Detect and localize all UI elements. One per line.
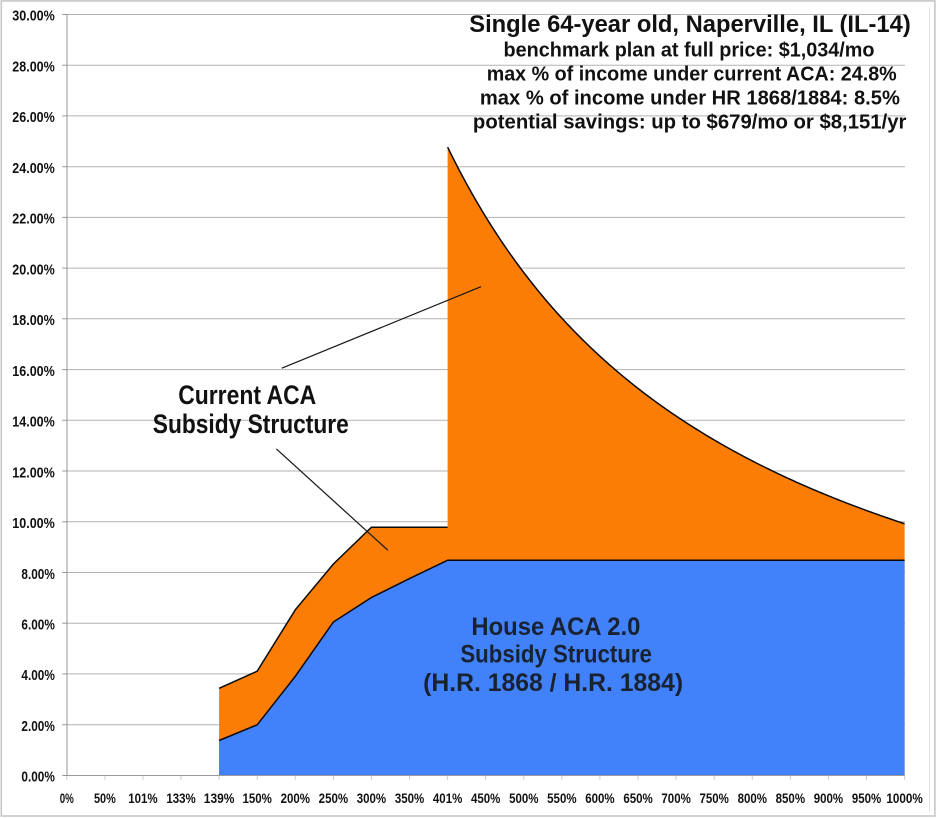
svg-text:Subsidy Structure: Subsidy Structure: [153, 409, 349, 439]
svg-text:benchmark plan at full price:: benchmark plan at full price: $1,034/mo: [504, 40, 875, 62]
svg-text:4.00%: 4.00%: [21, 668, 54, 684]
svg-text:Subsidy Structure: Subsidy Structure: [460, 640, 652, 668]
svg-text:22.00%: 22.00%: [12, 212, 55, 228]
svg-text:850%: 850%: [776, 790, 806, 806]
svg-text:16.00%: 16.00%: [12, 364, 55, 380]
svg-text:600%: 600%: [585, 790, 615, 806]
svg-text:10.00%: 10.00%: [12, 516, 55, 532]
svg-text:350%: 350%: [395, 790, 425, 806]
svg-text:potential savings: up to $679/: potential savings: up to $679/mo or $8,1…: [473, 112, 907, 134]
svg-text:50%: 50%: [94, 790, 116, 806]
svg-text:650%: 650%: [623, 790, 653, 806]
svg-text:2.00%: 2.00%: [21, 719, 54, 735]
svg-text:800%: 800%: [738, 790, 768, 806]
svg-text:450%: 450%: [471, 790, 501, 806]
svg-text:401%: 401%: [433, 790, 463, 806]
svg-text:950%: 950%: [852, 790, 882, 806]
svg-text:101%: 101%: [128, 790, 158, 806]
svg-text:26.00%: 26.00%: [12, 110, 55, 126]
svg-text:300%: 300%: [357, 790, 387, 806]
svg-text:28.00%: 28.00%: [12, 59, 55, 75]
svg-text:700%: 700%: [661, 790, 691, 806]
svg-text:6.00%: 6.00%: [21, 617, 54, 633]
svg-text:1000%: 1000%: [886, 790, 923, 806]
svg-text:24.00%: 24.00%: [12, 161, 55, 177]
svg-text:500%: 500%: [509, 790, 539, 806]
svg-text:max % of income under HR 1868/: max % of income under HR 1868/1884: 8.5%: [480, 88, 900, 110]
svg-text:30.00%: 30.00%: [12, 9, 55, 25]
svg-text:20.00%: 20.00%: [12, 262, 55, 278]
svg-text:139%: 139%: [204, 790, 235, 806]
svg-text:12.00%: 12.00%: [12, 465, 55, 481]
svg-text:8.00%: 8.00%: [21, 567, 54, 583]
svg-text:Current ACA: Current ACA: [178, 380, 316, 410]
svg-text:0%: 0%: [60, 790, 74, 806]
svg-text:150%: 150%: [243, 790, 273, 806]
svg-text:133%: 133%: [166, 790, 196, 806]
svg-text:0.00%: 0.00%: [21, 770, 54, 786]
svg-text:(H.R. 1868 / H.R. 1884): (H.R. 1868 / H.R. 1884): [423, 669, 683, 697]
svg-text:900%: 900%: [814, 790, 844, 806]
svg-text:14.00%: 14.00%: [12, 415, 55, 431]
svg-text:18.00%: 18.00%: [12, 313, 55, 329]
svg-text:750%: 750%: [699, 790, 729, 806]
svg-text:550%: 550%: [547, 790, 577, 806]
svg-text:max % of income under current: max % of income under current ACA: 24.8%: [487, 64, 897, 86]
svg-text:250%: 250%: [319, 790, 349, 806]
svg-text:House ACA 2.0: House ACA 2.0: [471, 613, 640, 641]
svg-text:Single 64-year old, Naperville: Single 64-year old, Naperville, IL (IL-1…: [469, 11, 911, 38]
svg-text:200%: 200%: [281, 790, 311, 806]
